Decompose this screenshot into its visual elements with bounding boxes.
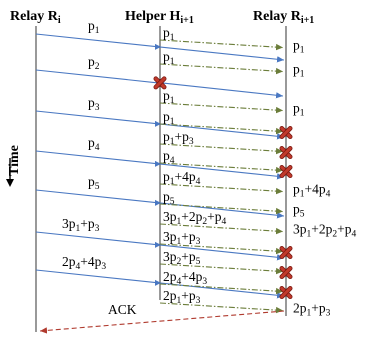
time-axis-label: Time	[7, 145, 22, 176]
helper-packet-label: p1​+p3​	[163, 129, 194, 147]
lost-at-destination-cross	[279, 286, 293, 300]
helper-forward-arrow	[159, 243, 284, 255]
helper-packet-label: p1​	[163, 49, 175, 67]
header-relay-i: Relay Ri	[10, 9, 61, 26]
destination-packet-label: p1​	[293, 101, 305, 119]
helper-forward-arrow	[159, 102, 284, 114]
header-relay-next: Relay Ri+1	[253, 9, 314, 26]
destination-packet-label: 2p1​+p3​	[293, 301, 331, 319]
cross-stroke	[280, 286, 292, 299]
header-helper: Helper Hi+1	[125, 9, 194, 26]
helper-forward-arrow	[159, 39, 284, 51]
cross-stroke	[280, 246, 292, 259]
destination-packet-label: 3p1​+2p2​+p4​	[293, 222, 357, 240]
cross-stroke	[280, 266, 292, 279]
helper-forward-arrow	[159, 302, 284, 314]
relay-packet-label: p4​	[88, 135, 100, 153]
relay-packet-label: p3​	[88, 95, 100, 113]
ack-label: ACK	[108, 302, 137, 317]
destination-packet-label: p1​	[293, 62, 305, 80]
helper-reception-arrowhead	[155, 43, 161, 50]
helper-forward-arrow	[159, 283, 284, 295]
relay-packet-label: p5​	[88, 174, 100, 192]
helper-forward-arrow	[159, 162, 284, 174]
cross-stroke	[154, 77, 166, 89]
helper-packet-label: p5​	[163, 189, 175, 207]
destination-packet-label: p5​	[293, 202, 305, 220]
relay-packet-label: p1​	[88, 18, 100, 36]
lost-at-destination-cross	[279, 126, 293, 140]
helper-packet-label: 3p1​+2p2​+p4​	[163, 209, 227, 227]
relay-packet-label: 2p4​+4p3​	[62, 254, 106, 272]
helper-forward-arrow	[159, 183, 284, 195]
ack-arrow	[39, 310, 285, 334]
cross-stroke	[280, 165, 292, 178]
helper-forward-arrow	[159, 123, 284, 135]
helper-packet-label: p1​	[163, 88, 175, 106]
helper-packet-label: p1​	[163, 109, 175, 127]
helper-packet-label: 2p4​+4p3​	[163, 269, 207, 287]
message-legs: p1​p1​p1​p1​p1​p2​p1​p1​p3​p1​p1​+p3​p4​…	[35, 18, 357, 319]
helper-packet-label: 2p1​+p3​	[163, 288, 201, 306]
helper-packet-label: p1​	[163, 25, 175, 43]
lost-at-destination-cross	[279, 246, 293, 260]
destination-packet-label: p1​	[293, 38, 305, 56]
lost-at-helper-cross	[153, 76, 167, 90]
helper-packet-label: p1​+4p4​	[163, 169, 201, 187]
cross-stroke	[280, 146, 292, 159]
helper-forward-arrow	[159, 263, 284, 275]
helper-reception-arrowhead	[155, 279, 161, 286]
cross-stroke	[280, 126, 292, 139]
relay-transmission-arrow	[35, 69, 159, 84]
lost-at-destination-cross	[279, 146, 293, 160]
helper-packet-label: 3p1​+p3​	[163, 229, 201, 247]
destination-packet-label: p1​+4p4​	[293, 182, 331, 200]
helper-reception-arrowhead	[155, 199, 161, 206]
helper-reception-arrowhead	[155, 120, 161, 127]
relay-packet-label: 3p1​+p3​	[62, 216, 100, 234]
relay-transmission-arrow	[161, 82, 284, 99]
helper-reception-arrowhead	[155, 160, 161, 167]
time-axis-arrowhead	[6, 179, 14, 187]
helper-reception-arrowhead	[155, 241, 161, 248]
helper-forward-arrow	[159, 63, 284, 75]
helper-forward-arrow	[159, 203, 284, 215]
helper-forward-arrow	[159, 143, 284, 155]
helper-packet-label: 3p2​+p5​	[163, 249, 201, 267]
lost-at-destination-cross	[279, 266, 293, 280]
helper-forward-arrow	[159, 223, 284, 235]
lost-at-destination-cross	[279, 165, 293, 179]
helper-packet-label: p4​	[163, 148, 175, 166]
relay-packet-label: p2​	[88, 54, 100, 72]
